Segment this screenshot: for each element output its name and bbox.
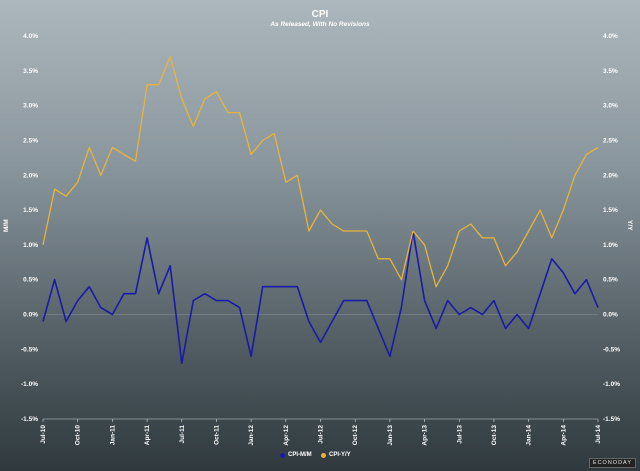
x-tick-label: Apr-13 [422,425,429,446]
y-tick-label-right: -0.5% [603,346,620,353]
chart-title: CPI [311,9,329,20]
series-line-cpi-yy [42,56,599,288]
y-tick-label-left: 3.5% [23,68,38,75]
x-tick-label: Jan-11 [109,425,116,446]
x-tick-label: Jul-10 [40,425,47,444]
y-tick-label-left: 1.5% [23,207,38,214]
y-tick-label-left: 0.0% [23,312,38,319]
y-tick-label-left: 1.0% [23,242,38,249]
y-tick-label-left: -1.5% [21,416,38,423]
y-tick-label-right: 2.5% [603,137,618,144]
y-tick-label-left: 0.5% [23,277,38,284]
legend: CPI-M/M CPI-Y/Y [280,452,351,459]
y-tick-label-right: 1.5% [603,207,618,214]
y-tick-label-left: -0.5% [21,346,38,353]
y-tick-label-right: -1.5% [603,416,620,423]
x-tick-label: Jul-14 [595,425,602,444]
y-tick-label-left: 2.0% [23,172,38,179]
x-tick-label: Apr-12 [283,425,290,446]
y-tick-label-right: 0.5% [603,277,618,284]
y-axis-left-label: M/M [3,219,10,232]
y-tick-label-right: 1.0% [603,242,618,249]
chart-subtitle: As Released, With No Revisions [270,21,370,28]
x-tick-label: Apr-11 [144,425,151,446]
legend-label-yy: CPI-Y/Y [329,452,351,458]
legend-marker-yy [321,452,327,458]
y-tick-label-right: 2.0% [603,172,618,179]
series-line-cpi-mm [42,230,599,365]
y-tick-label-right: 3.0% [603,103,618,110]
x-tick-label: Jan-13 [387,425,394,446]
legend-marker-mm [280,452,285,458]
y-tick-label-right: 3.5% [603,68,618,75]
y-axis-right-label: Y/Y [626,220,633,231]
x-tick-label: Jul-13 [456,425,463,444]
y-tick-label-right: 0.0% [603,312,618,319]
x-tick-label: Jul-11 [179,425,186,444]
brand-logo: ECONODAY [588,458,636,468]
x-tick-label: Oct-12 [352,425,359,446]
y-tick-label-right: -1.0% [603,381,620,388]
x-tick-label: Jan-12 [248,425,255,446]
y-tick-label-left: 3.0% [23,103,38,110]
x-tick-label: Oct-11 [213,425,220,445]
x-tick-label: Apr-14 [560,425,567,446]
y-tick-label-right: 4.0% [603,33,618,40]
x-tick-label: Jan-14 [526,425,533,446]
legend-label-mm: CPI-M/M [288,452,312,458]
x-tick-label: Jul-12 [318,425,325,444]
y-tick-label-left: -1.0% [21,381,38,388]
x-tick-label: Oct-13 [491,425,498,446]
y-tick-label-left: 4.0% [23,33,38,40]
x-tick-label: Oct-10 [75,425,82,446]
y-tick-label-left: 2.5% [23,137,38,144]
